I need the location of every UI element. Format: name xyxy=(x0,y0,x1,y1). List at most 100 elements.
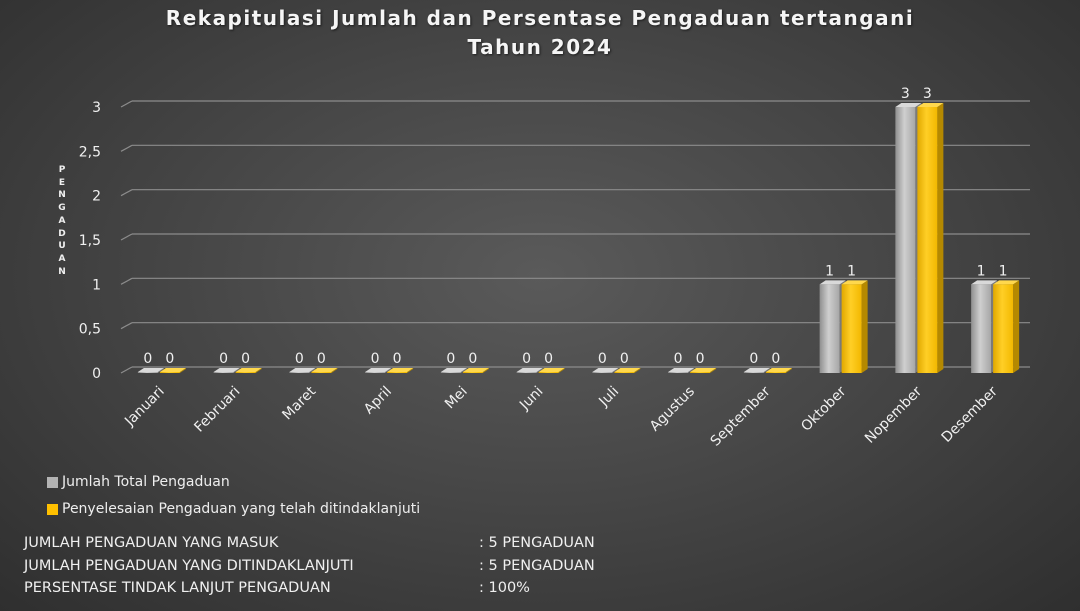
legend: Jumlah Total Pengaduan Penyelesaian Peng… xyxy=(47,470,420,524)
bar-total xyxy=(971,284,992,373)
bar-total xyxy=(895,107,916,373)
bar-top xyxy=(993,280,1020,285)
bar-side xyxy=(785,368,792,373)
bar-top xyxy=(765,368,792,372)
summary-label: PERSENTASE TINDAK LANJUT PENGADUAN xyxy=(24,580,331,596)
y-tick-label: 0,5 xyxy=(79,322,101,338)
bar-side xyxy=(861,280,868,373)
y-axis-label-letter: G xyxy=(58,203,66,214)
data-label: 1 xyxy=(825,263,834,279)
legend-label-done: Penyelesaian Pengaduan yang telah ditind… xyxy=(62,501,421,517)
bar-done xyxy=(159,372,180,373)
bar-top xyxy=(440,368,467,372)
legend-swatch-done xyxy=(47,503,58,515)
data-label: 0 xyxy=(371,351,380,367)
bar-total xyxy=(516,372,537,373)
data-label: 0 xyxy=(165,351,174,367)
gridline-depth xyxy=(120,366,133,374)
chart-subtitle: Tahun 2024 xyxy=(467,35,613,59)
bar-top xyxy=(668,368,695,372)
bar-side xyxy=(688,368,695,373)
y-tick-label: 3 xyxy=(92,100,101,116)
bar-total xyxy=(819,284,840,373)
y-axis-label-letter: D xyxy=(58,228,66,239)
legend-item-total: Jumlah Total Pengaduan xyxy=(47,470,420,494)
bar-top xyxy=(743,368,770,372)
bar-done xyxy=(462,372,483,373)
bar-done xyxy=(993,284,1014,373)
bar-top xyxy=(365,368,392,372)
bar-total xyxy=(592,372,613,373)
bar-top xyxy=(159,368,186,372)
bar-total xyxy=(365,372,386,373)
bar-side xyxy=(407,368,414,373)
bar-top xyxy=(917,103,944,107)
bar-total xyxy=(743,372,764,373)
data-label: 0 xyxy=(468,351,477,367)
gridline-depth xyxy=(120,277,133,285)
data-label: 0 xyxy=(696,351,705,367)
bar-done xyxy=(841,284,862,373)
x-tick-label: Januari xyxy=(121,384,167,430)
bar-side xyxy=(1013,280,1020,373)
gridline-depth xyxy=(120,322,133,330)
summary-label: JUMLAH PENGADUAN YANG MASUK xyxy=(24,535,279,551)
gridline-depth xyxy=(120,100,133,108)
bar-done xyxy=(765,372,786,373)
chart-title: Rekapitulasi Jumlah dan Persentase Penga… xyxy=(165,6,915,30)
bar-top xyxy=(895,103,922,107)
bar-top xyxy=(311,368,338,372)
summary-value: : 100% xyxy=(479,580,530,596)
x-tick-label: Agustus xyxy=(647,384,698,435)
data-label: 0 xyxy=(620,351,629,367)
bar-top xyxy=(516,368,543,372)
bar-side xyxy=(179,368,186,373)
chart-title-block: Rekapitulasi Jumlah dan Persentase Penga… xyxy=(0,4,1080,62)
gridline-depth xyxy=(120,233,133,241)
gridline-depth xyxy=(120,189,133,197)
x-tick-label: September xyxy=(708,383,774,449)
bar-top xyxy=(387,368,414,372)
y-tick-label: 2,5 xyxy=(79,144,101,160)
y-axis-label-letter: A xyxy=(58,215,66,226)
x-tick-label: Juli xyxy=(595,384,622,411)
bar-done xyxy=(311,372,332,373)
bar-side xyxy=(157,368,164,373)
data-label: 0 xyxy=(295,351,304,367)
bar-total xyxy=(668,372,689,373)
x-tick-label: Desember xyxy=(939,383,1002,446)
data-label: 0 xyxy=(317,351,326,367)
bar-top xyxy=(690,368,717,372)
data-label: 3 xyxy=(923,86,932,102)
y-axis-label-letter: U xyxy=(58,241,66,252)
data-label: 1 xyxy=(847,263,856,279)
x-tick-label: Oktober xyxy=(798,383,849,434)
bar-top xyxy=(289,368,316,372)
legend-item-done: Penyelesaian Pengaduan yang telah ditind… xyxy=(47,497,420,521)
x-tick-label: April xyxy=(361,384,395,418)
bar-side xyxy=(937,103,944,373)
bar-side xyxy=(710,368,717,373)
bar-done xyxy=(538,372,559,373)
y-axis-label-letter: P xyxy=(58,165,66,175)
bar-total xyxy=(289,372,310,373)
data-label: 0 xyxy=(143,351,152,367)
bar-side xyxy=(255,368,262,373)
bar-side xyxy=(482,368,489,373)
data-label: 0 xyxy=(544,351,553,367)
bar-done xyxy=(387,372,408,373)
y-axis-label-letter: N xyxy=(58,266,66,277)
data-label: 0 xyxy=(446,351,455,367)
bar-done xyxy=(614,372,635,373)
data-label: 0 xyxy=(749,351,758,367)
data-label: 0 xyxy=(393,351,402,367)
data-label: 0 xyxy=(598,351,607,367)
bar-side xyxy=(331,368,338,373)
x-tick-label: Februari xyxy=(191,384,243,436)
data-label: 0 xyxy=(674,351,683,367)
y-tick-label: 1,5 xyxy=(79,233,101,249)
bar-side xyxy=(536,368,543,373)
x-tick-label: Mei xyxy=(442,384,471,413)
bar-side xyxy=(763,368,770,373)
bar-side xyxy=(634,368,641,373)
